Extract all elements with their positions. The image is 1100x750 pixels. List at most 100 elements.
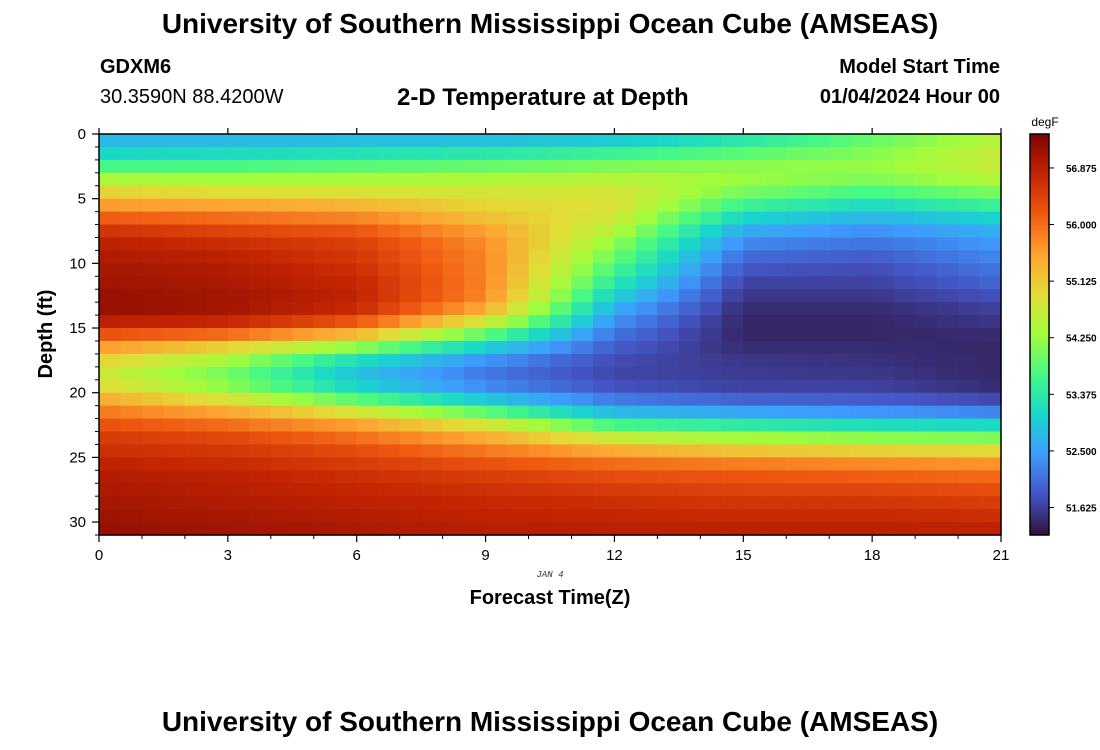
- heatmap-cell: [227, 315, 250, 329]
- heatmap-cell: [592, 211, 616, 226]
- heatmap-cell: [807, 211, 830, 226]
- heatmap-cell: [399, 379, 422, 394]
- heatmap-cell: [163, 418, 186, 433]
- heatmap-cell: [464, 211, 487, 226]
- heatmap-cell: [141, 134, 165, 148]
- heatmap-cell: [678, 134, 701, 148]
- heatmap-cell: [592, 483, 616, 497]
- heatmap-cell: [227, 198, 250, 213]
- heatmap-cell: [829, 185, 852, 200]
- heatmap-cell: [807, 522, 830, 536]
- heatmap-cell: [872, 276, 895, 290]
- heatmap-cell: [915, 431, 938, 446]
- heatmap-cell: [421, 198, 444, 213]
- heatmap-cell: [184, 418, 207, 433]
- heatmap-cell: [915, 172, 938, 187]
- y-tick-label: 25: [69, 449, 86, 466]
- heatmap-cell: [227, 509, 250, 523]
- heatmap-cell: [399, 470, 422, 484]
- heatmap-cell: [807, 237, 830, 252]
- heatmap-cell: [442, 418, 465, 433]
- heatmap-cell: [356, 237, 379, 252]
- heatmap-cell: [356, 522, 379, 536]
- heatmap-cell: [292, 522, 315, 536]
- heatmap-cell: [442, 134, 465, 148]
- heatmap-cell: [915, 159, 938, 174]
- heatmap-cell: [872, 263, 895, 277]
- heatmap-cell: [893, 392, 916, 407]
- heatmap-cell: [99, 315, 122, 329]
- heatmap-cell: [184, 353, 207, 368]
- heatmap-cell: [979, 211, 1002, 226]
- heatmap-cell: [743, 211, 766, 226]
- heatmap-cell: [184, 405, 207, 420]
- heatmap-cell: [915, 185, 938, 200]
- heatmap-cell: [872, 250, 895, 264]
- heatmap-cell: [893, 172, 916, 187]
- heatmap-cell: [485, 237, 508, 252]
- heatmap-cell: [442, 172, 465, 187]
- heatmap-cell: [829, 522, 852, 536]
- heatmap-cell: [657, 315, 680, 329]
- heatmap-cell: [592, 366, 616, 381]
- heatmap-cell: [678, 185, 701, 200]
- heatmap-cell: [141, 224, 165, 239]
- heatmap-cell: [786, 185, 809, 200]
- heatmap-cell: [141, 237, 165, 252]
- heatmap-cell: [850, 392, 873, 407]
- heatmap-cell: [550, 457, 573, 471]
- heatmap-cell: [936, 431, 959, 446]
- heatmap-cell: [292, 379, 315, 394]
- heatmap-cell: [721, 276, 744, 290]
- heatmap-cell: [99, 198, 122, 213]
- heatmap-cell: [249, 302, 272, 316]
- heatmap-cell: [227, 185, 250, 200]
- heatmap-cell: [550, 470, 573, 484]
- heatmap-cell: [141, 444, 165, 458]
- heatmap-cell: [485, 418, 508, 433]
- heatmap-cell: [335, 340, 358, 355]
- heatmap-cell: [249, 146, 272, 161]
- heatmap-cell: [893, 444, 916, 458]
- heatmap-cell: [335, 159, 358, 174]
- heatmap-cell: [979, 483, 1002, 497]
- heatmap-cell: [313, 185, 336, 200]
- heatmap-cell: [721, 328, 744, 342]
- heatmap-cell: [979, 237, 1002, 252]
- heatmap-cell: [807, 509, 830, 523]
- heatmap-cell: [571, 134, 594, 148]
- heatmap-cell: [184, 146, 207, 161]
- heatmap-cell: [464, 263, 487, 277]
- heatmap-cell: [893, 185, 916, 200]
- heatmap-cell: [184, 211, 207, 226]
- heatmap-cell: [915, 211, 938, 226]
- heatmap-cell: [571, 496, 594, 510]
- heatmap-cell: [99, 263, 122, 277]
- heatmap-cell: [206, 159, 229, 174]
- heatmap-cell: [872, 172, 895, 187]
- heatmap-cell: [829, 405, 852, 420]
- heatmap-cell: [678, 470, 701, 484]
- heatmap-cell: [764, 379, 787, 394]
- heatmap-cell: [743, 418, 766, 433]
- heatmap-cell: [550, 315, 573, 329]
- heatmap-cell: [635, 198, 658, 213]
- heatmap-cell: [399, 315, 422, 329]
- heatmap-cell: [700, 328, 723, 342]
- heatmap-cell: [356, 470, 379, 484]
- heatmap-cell: [915, 328, 938, 342]
- heatmap-cell: [528, 470, 551, 484]
- heatmap-cell: [850, 185, 873, 200]
- heatmap-cell: [872, 483, 895, 497]
- heatmap-cell: [764, 522, 787, 536]
- heatmap-cell: [335, 185, 358, 200]
- heatmap-cell: [635, 470, 658, 484]
- heatmap-cell: [592, 276, 616, 290]
- heatmap-cell: [313, 496, 336, 510]
- heatmap-cell: [163, 224, 186, 239]
- heatmap-cell: [979, 340, 1002, 355]
- heatmap-cell: [249, 340, 272, 355]
- heatmap-cell: [936, 134, 959, 148]
- heatmap-cell: [657, 483, 680, 497]
- heatmap-cell: [421, 289, 444, 303]
